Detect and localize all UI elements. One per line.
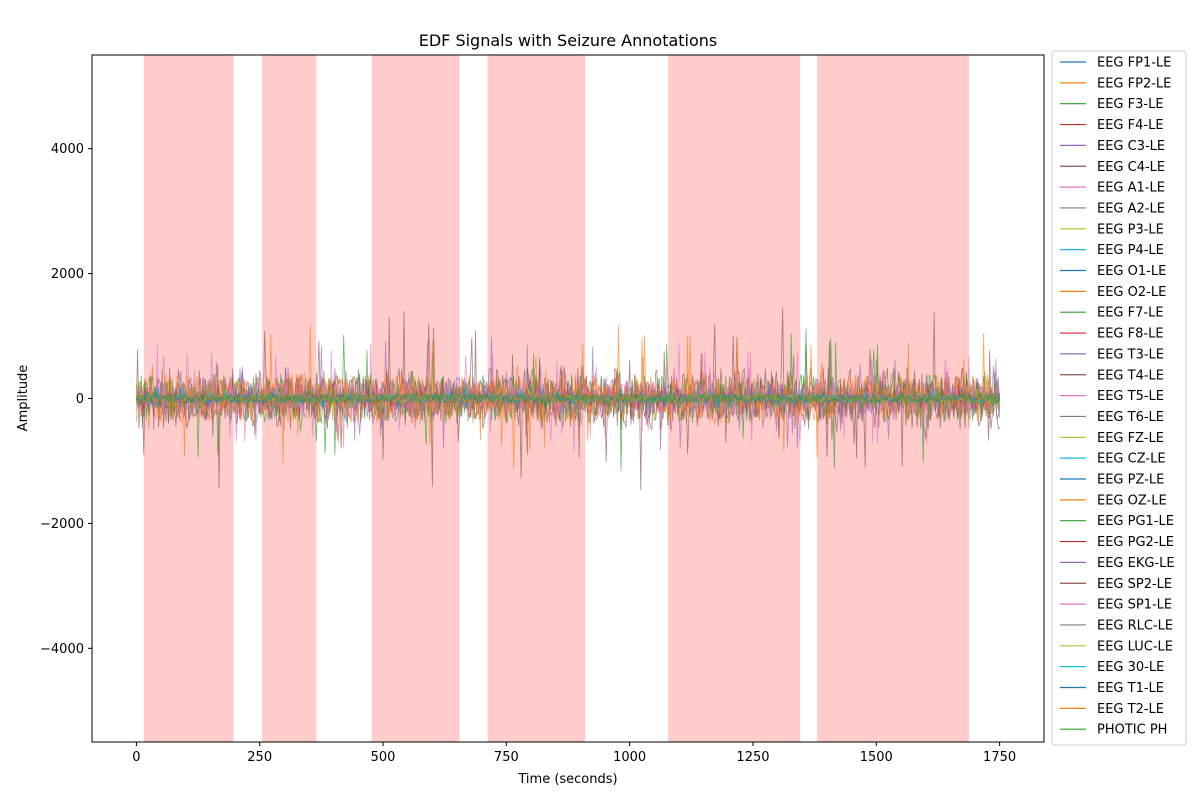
legend-label: EEG T1-LE xyxy=(1097,681,1164,696)
legend-label: EEG T2-LE xyxy=(1097,702,1164,717)
x-tick-label: 1500 xyxy=(860,750,893,765)
y-tick-label: 0 xyxy=(76,392,84,407)
signal-lines xyxy=(136,307,1000,491)
x-axis: 0 250 500 750 1000 1250 1500 1750 xyxy=(132,742,1016,765)
legend-label: EEG F4-LE xyxy=(1097,118,1164,133)
legend-label: EEG FP2-LE xyxy=(1097,76,1171,91)
y-tick-label: −4000 xyxy=(40,642,84,657)
x-tick-label: 1000 xyxy=(613,750,646,765)
x-tick-label: 750 xyxy=(494,750,519,765)
legend-label: EEG EKG-LE xyxy=(1097,556,1175,571)
y-axis-label: Amplitude xyxy=(16,365,31,432)
y-tick-label: 2000 xyxy=(51,267,84,282)
y-axis: −4000 −2000 0 2000 4000 xyxy=(40,142,92,657)
legend-label: EEG P4-LE xyxy=(1097,243,1164,258)
legend-label: EEG O1-LE xyxy=(1097,264,1166,279)
legend-label: EEG O2-LE xyxy=(1097,285,1166,300)
series-line xyxy=(136,325,1000,470)
legend-label: PHOTIC PH xyxy=(1097,723,1167,738)
x-tick-label: 1750 xyxy=(983,750,1016,765)
legend-label: EEG SP1-LE xyxy=(1097,598,1172,613)
x-tick-label: 1250 xyxy=(736,750,769,765)
y-tick-label: −2000 xyxy=(40,517,84,532)
legend-label: EEG P3-LE xyxy=(1097,222,1164,237)
legend-label: EEG T5-LE xyxy=(1097,389,1164,404)
legend-label: EEG FP1-LE xyxy=(1097,56,1171,71)
legend-label: EEG 30-LE xyxy=(1097,660,1164,675)
legend-label: EEG PZ-LE xyxy=(1097,473,1164,488)
legend-label: EEG CZ-LE xyxy=(1097,452,1166,467)
legend-label: EEG A2-LE xyxy=(1097,201,1165,216)
x-axis-label: Time (seconds) xyxy=(517,772,617,787)
legend-label: EEG T3-LE xyxy=(1097,347,1164,362)
y-tick-label: 4000 xyxy=(51,142,84,157)
legend-label: EEG OZ-LE xyxy=(1097,493,1167,508)
legend-label: EEG F7-LE xyxy=(1097,306,1164,321)
legend-label: EEG SP2-LE xyxy=(1097,577,1172,592)
legend-label: EEG RLC-LE xyxy=(1097,618,1173,633)
legend-label: EEG T6-LE xyxy=(1097,410,1164,425)
legend-label: EEG T4-LE xyxy=(1097,368,1164,383)
legend-label: EEG A1-LE xyxy=(1097,181,1165,196)
legend-label: EEG PG2-LE xyxy=(1097,535,1174,550)
legend-label: EEG F8-LE xyxy=(1097,327,1164,342)
series-line xyxy=(136,387,1000,410)
legend-frame xyxy=(1051,50,1187,746)
legend-label: EEG LUC-LE xyxy=(1097,639,1173,654)
legend-label: EEG C3-LE xyxy=(1097,139,1165,154)
x-tick-label: 500 xyxy=(371,750,396,765)
chart-title: EDF Signals with Seizure Annotations xyxy=(419,31,718,50)
legend: EEG FP1-LE EEG FP2-LE EEG F3-LE EEG F4-LE EE… xyxy=(1051,50,1187,746)
legend-label: EEG FZ-LE xyxy=(1097,431,1164,446)
legend-label: EEG C4-LE xyxy=(1097,160,1165,175)
x-tick-label: 0 xyxy=(132,750,140,765)
x-tick-label: 250 xyxy=(247,750,272,765)
legend-label: EEG F3-LE xyxy=(1097,97,1164,112)
legend-label: EEG PG1-LE xyxy=(1097,514,1174,529)
